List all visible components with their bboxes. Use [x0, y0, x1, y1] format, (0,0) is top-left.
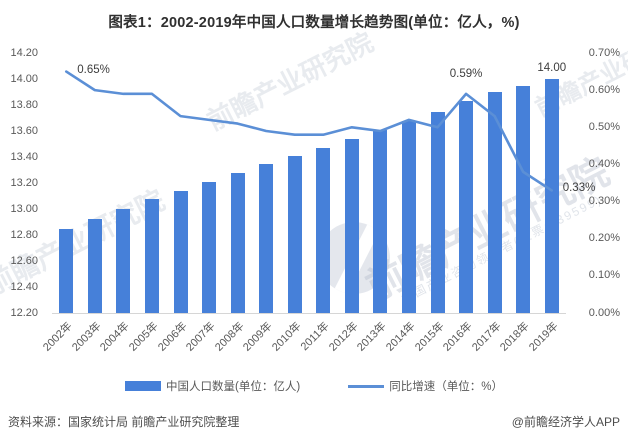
population-bar	[287, 155, 302, 313]
data-label: 0.33%	[562, 182, 596, 195]
legend-item-growth-rate: 同比增速（单位：%）	[348, 378, 503, 394]
left-axis-tick-label: 12.60	[10, 254, 38, 267]
legend: 中国人口数量(单位：亿人) 同比增速（单位：%）	[0, 378, 628, 394]
bar-series-swatch	[125, 381, 162, 391]
left-axis-tick-label: 12.40	[10, 280, 38, 293]
source-note: 资料来源：国家统计局 前瞻产业研究院整理	[8, 415, 240, 429]
left-axis-tick-label: 13.00	[10, 202, 38, 215]
population-bar	[344, 138, 359, 313]
right-axis-tick-label: 0.70%	[588, 46, 620, 59]
population-bar	[173, 190, 188, 313]
data-label: 14.00	[537, 62, 567, 74]
data-label: 0.59%	[449, 67, 483, 80]
population-bar	[202, 181, 217, 313]
population-bar	[316, 147, 331, 313]
right-axis-tick-label: 0.20%	[588, 232, 620, 245]
credit-note: @前瞻经济学人APP	[511, 415, 620, 429]
legend-item-population: 中国人口数量(单位：亿人)	[125, 378, 300, 394]
population-bar	[401, 120, 416, 313]
population-bar	[487, 92, 502, 313]
legend-label-population: 中国人口数量(单位：亿人)	[166, 381, 301, 393]
left-axis-tick-label: 13.20	[10, 176, 38, 189]
left-axis-tick-label: 14.20	[10, 46, 38, 59]
left-axis-tick-label: 14.00	[10, 72, 38, 85]
right-axis-tick-label: 0.00%	[588, 306, 620, 319]
chart-title: 图表1：2002-2019年中国人口数量增长趋势图(单位：亿人，%)	[108, 15, 520, 31]
left-axis-tick-label: 13.40	[10, 150, 38, 163]
population-bar	[59, 228, 74, 313]
left-axis-tick-label: 12.20	[10, 306, 38, 319]
right-axis-tick-label: 0.10%	[588, 269, 620, 282]
population-bar	[259, 163, 274, 313]
right-axis-tick-label: 0.50%	[588, 120, 620, 133]
x-axis-line	[52, 313, 566, 314]
population-bar	[373, 129, 388, 313]
left-axis-tick-label: 12.80	[10, 228, 38, 241]
population-bar	[87, 219, 102, 313]
population-bar	[116, 209, 131, 313]
population-bar	[459, 101, 474, 313]
population-bar	[144, 198, 159, 313]
right-axis-tick-label: 0.60%	[588, 83, 620, 96]
population-bar	[516, 85, 531, 313]
line-series-swatch	[348, 384, 385, 388]
legend-label-growth-rate: 同比增速（单位：%）	[389, 381, 503, 393]
data-label: 0.65%	[77, 63, 110, 76]
right-axis-tick-label: 0.30%	[588, 195, 620, 208]
population-bar	[544, 79, 559, 313]
right-axis-tick-label: 0.40%	[588, 157, 620, 170]
population-bar	[230, 172, 245, 313]
left-axis-tick-label: 13.60	[10, 124, 38, 137]
left-axis-tick-label: 13.80	[10, 98, 38, 111]
footer: 资料来源：国家统计局 前瞻产业研究院整理 @前瞻经济学人APP	[8, 413, 620, 430]
population-bar	[430, 111, 445, 313]
